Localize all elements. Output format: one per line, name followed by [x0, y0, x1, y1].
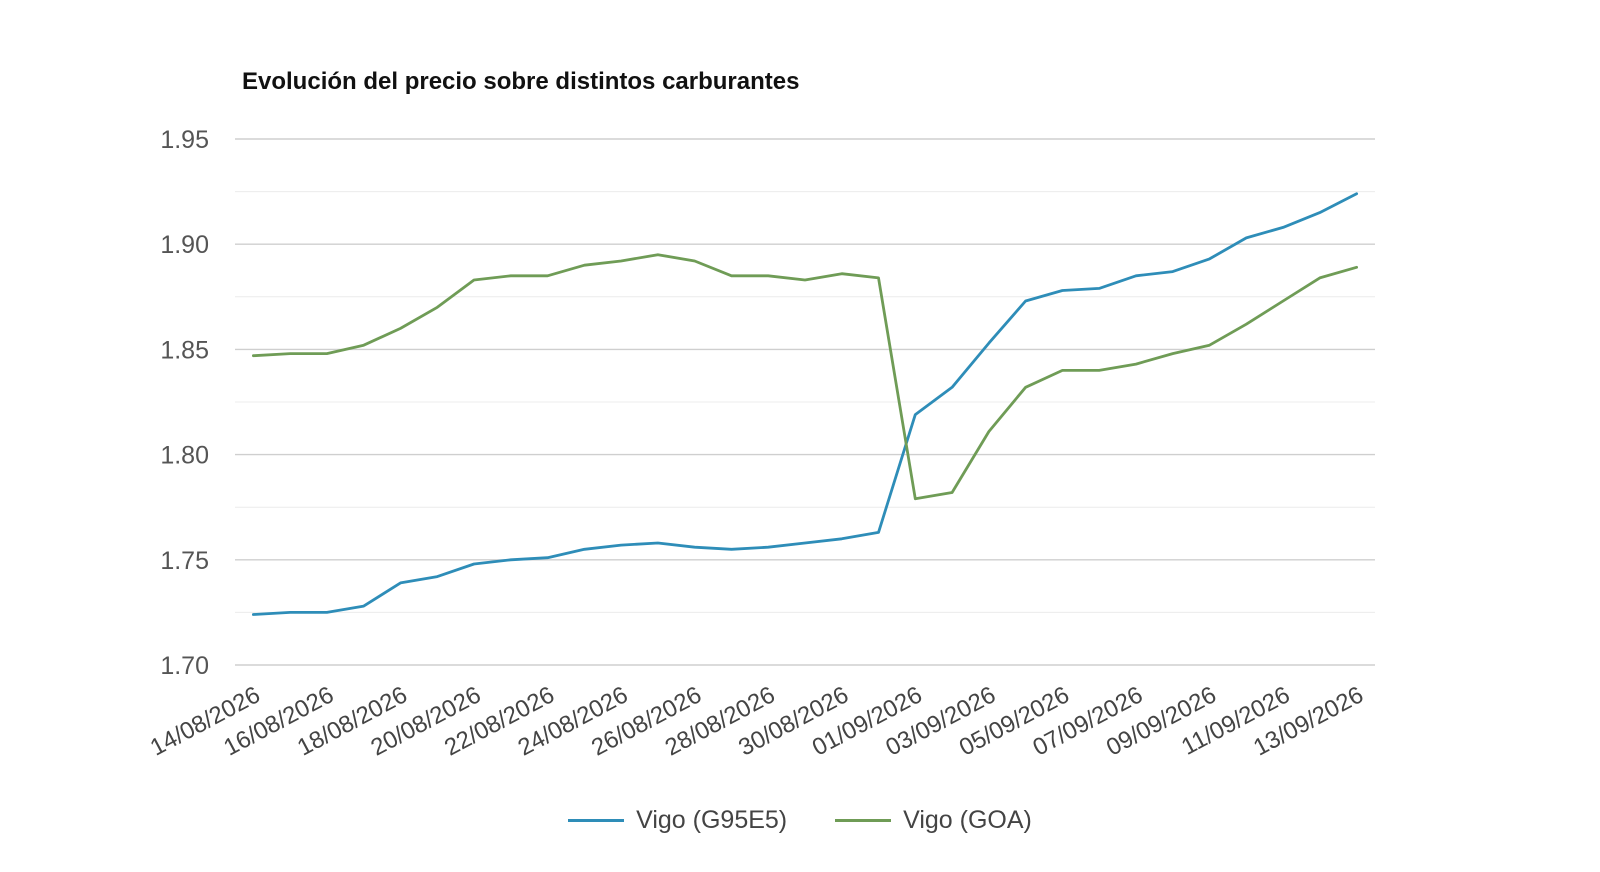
chart-title: Evolución del precio sobre distintos car… — [242, 68, 800, 95]
legend-label-goa: Vigo (GOA) — [903, 806, 1032, 834]
gridlines — [235, 138, 1375, 666]
y-tick-label: 1.90 — [160, 231, 209, 259]
legend-swatch-g95e5 — [568, 819, 625, 822]
legend-item-g95e5[interactable]: Vigo (G95E5) — [568, 806, 787, 835]
y-tick-label: 1.80 — [160, 442, 209, 470]
y-tick-label: 1.95 — [160, 126, 209, 154]
legend-label-g95e5: Vigo (G95E5) — [636, 806, 788, 834]
legend: Vigo (G95E5) Vigo (GOA) — [0, 806, 1600, 835]
x-axis-ticks: 14/08/202616/08/202618/08/202620/08/2026… — [146, 681, 1368, 761]
line-chart: 1.70 1.75 1.80 1.85 1.90 1.95 14/08/202616/08… — [146, 126, 1375, 762]
y-tick-label: 1.75 — [160, 547, 209, 575]
y-tick-label: 1.85 — [160, 336, 209, 364]
series-line-0[interactable] — [251, 192, 1358, 616]
y-axis-ticks: 1.70 1.75 1.80 1.85 1.90 1.95 — [160, 126, 209, 680]
series-lines — [251, 192, 1358, 616]
legend-swatch-goa — [835, 819, 892, 822]
legend-item-goa[interactable]: Vigo (GOA) — [835, 806, 1032, 835]
y-tick-label: 1.70 — [160, 652, 209, 680]
series-line-1[interactable] — [251, 253, 1358, 501]
